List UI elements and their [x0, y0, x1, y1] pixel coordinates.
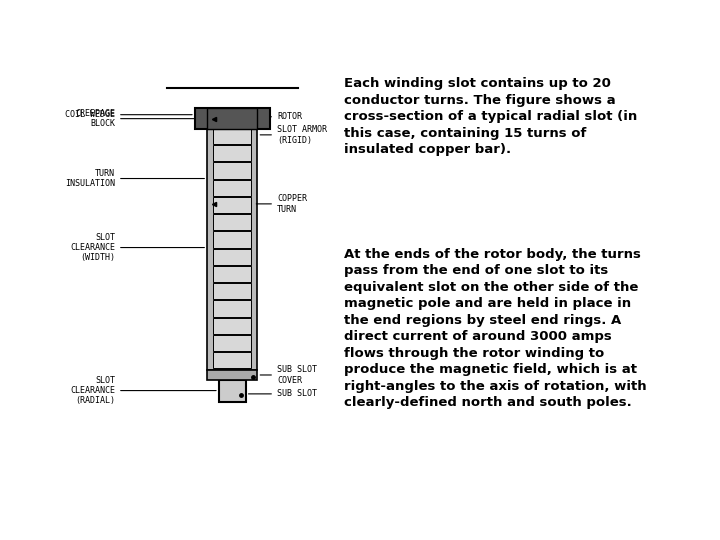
Bar	[213, 145, 251, 161]
Text: SUB SLOT
COVER: SUB SLOT COVER	[260, 365, 317, 384]
Bar	[213, 352, 251, 368]
Bar	[207, 109, 258, 129]
Text: TURN
INSULATION: TURN INSULATION	[65, 169, 204, 188]
Bar	[213, 180, 251, 196]
Bar	[195, 109, 270, 129]
Bar	[213, 163, 251, 179]
Bar	[213, 231, 251, 247]
Bar	[213, 214, 251, 230]
Text: SLOT ARMOR
(RIGID): SLOT ARMOR (RIGID)	[260, 125, 327, 145]
Bar	[219, 380, 246, 402]
Bar	[213, 197, 251, 213]
Text: SLOT
CLEARANCE
(WIDTH): SLOT CLEARANCE (WIDTH)	[70, 233, 204, 262]
Bar	[213, 283, 251, 299]
Bar	[207, 370, 258, 380]
Text: SLOT
CLEARANCE
(RADIAL): SLOT CLEARANCE (RADIAL)	[70, 376, 216, 406]
Bar	[213, 335, 251, 351]
Bar	[213, 318, 251, 334]
Text: COPPER
TURN: COPPER TURN	[256, 194, 307, 214]
Text: Each winding slot contains up to 20
conductor turns. The figure shows a
cross-se: Each winding slot contains up to 20 cond…	[344, 77, 637, 156]
Bar	[207, 109, 258, 370]
Bar	[213, 266, 251, 282]
Text: SUB SLOT: SUB SLOT	[248, 389, 317, 399]
Bar	[213, 248, 251, 265]
Bar	[213, 111, 251, 127]
Bar	[213, 300, 251, 316]
Text: CREEPAGE
BLOCK: CREEPAGE BLOCK	[75, 109, 204, 129]
Text: COIL WEDGE: COIL WEDGE	[65, 110, 192, 119]
Text: At the ends of the rotor body, the turns
pass from the end of one slot to its
eq: At the ends of the rotor body, the turns…	[344, 248, 647, 409]
Bar	[213, 128, 251, 144]
Text: ROTOR: ROTOR	[270, 112, 302, 122]
